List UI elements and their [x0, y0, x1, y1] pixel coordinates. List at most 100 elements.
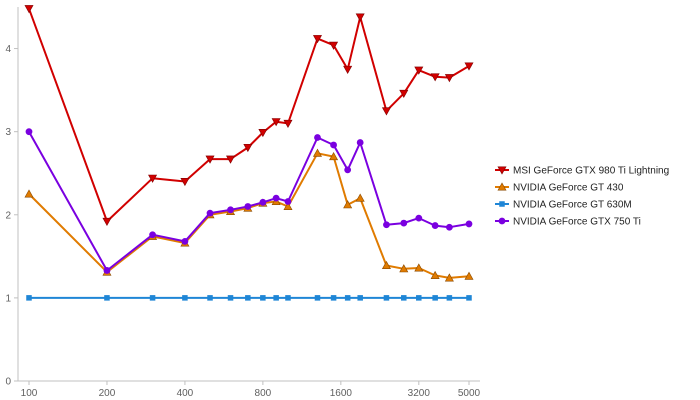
- data-point: [430, 73, 440, 82]
- data-point: [285, 295, 291, 301]
- data-point: [283, 201, 293, 210]
- legend-item-0: MSI GeForce GTX 980 Ti Lightning: [495, 166, 669, 177]
- data-point: [431, 222, 439, 229]
- legend-item-3: NVIDIA GeForce GTX 750 Ti: [495, 217, 641, 228]
- series-2: [26, 295, 472, 301]
- data-point: [181, 237, 189, 245]
- data-point: [414, 263, 424, 272]
- data-point: [25, 128, 33, 136]
- data-point: [273, 295, 279, 301]
- data-point: [103, 267, 111, 274]
- series-3: [25, 128, 473, 274]
- x-tick-label: 1600: [330, 388, 353, 399]
- data-point: [244, 203, 252, 210]
- data-point: [497, 182, 507, 191]
- data-point: [497, 166, 507, 175]
- x-tick-label: 5000: [458, 388, 481, 399]
- data-point: [206, 209, 214, 217]
- legend-item-2: NVIDIA GeForce GT 630M: [495, 200, 632, 211]
- data-point: [357, 295, 363, 301]
- y-tick-label: 4: [5, 44, 11, 55]
- data-point: [498, 217, 506, 225]
- data-point: [24, 5, 34, 14]
- series-layer: [24, 5, 474, 301]
- data-point: [446, 295, 453, 301]
- data-point: [227, 206, 234, 214]
- data-point: [180, 178, 190, 187]
- data-point: [272, 194, 280, 202]
- data-point: [464, 62, 474, 71]
- legend-label: NVIDIA GeForce GTX 750 Ti: [513, 217, 641, 228]
- data-point: [383, 295, 390, 301]
- legend-item-1: NVIDIA GeForce GT 430: [495, 182, 624, 194]
- data-point: [148, 174, 158, 183]
- data-point: [243, 143, 253, 153]
- data-point: [314, 134, 321, 141]
- y-tick-label: 2: [5, 210, 11, 221]
- axes: 0 1 2 3 4 100 200 400 800 1600 3200 5000: [5, 7, 481, 399]
- data-point: [432, 295, 438, 301]
- data-point: [26, 295, 32, 301]
- data-point: [207, 295, 213, 301]
- data-point: [381, 260, 391, 269]
- data-point: [383, 221, 390, 229]
- data-point: [314, 295, 321, 301]
- series-0: [24, 5, 474, 227]
- data-point: [499, 201, 505, 207]
- x-tick-label: 200: [99, 388, 116, 399]
- x-tick-label: 3200: [408, 388, 431, 399]
- data-point: [355, 193, 365, 202]
- data-point: [416, 295, 422, 301]
- legend-label: NVIDIA GeForce GT 430: [513, 183, 624, 194]
- data-point: [400, 219, 408, 227]
- data-point: [399, 89, 409, 99]
- x-tick-label: 100: [21, 388, 38, 399]
- legend-label: NVIDIA GeForce GT 630M: [513, 200, 632, 211]
- y-tick-label: 3: [5, 127, 11, 138]
- series-1: [24, 148, 474, 282]
- data-point: [343, 65, 353, 74]
- data-point: [227, 295, 234, 301]
- data-point: [343, 200, 353, 209]
- data-point: [414, 66, 424, 75]
- data-point: [444, 74, 454, 83]
- data-point: [149, 295, 156, 301]
- data-point: [226, 155, 236, 164]
- series-line: [28, 8, 470, 223]
- data-point: [329, 41, 339, 50]
- data-point: [466, 295, 472, 301]
- data-point: [330, 141, 337, 149]
- data-point: [445, 223, 453, 231]
- data-point: [430, 270, 440, 279]
- x-tick-label: 800: [255, 388, 272, 399]
- data-point: [464, 271, 474, 280]
- data-point: [24, 189, 34, 198]
- data-point: [330, 295, 337, 301]
- data-point: [271, 118, 281, 127]
- data-point: [104, 295, 110, 301]
- data-point: [259, 198, 267, 206]
- data-point: [258, 128, 268, 138]
- data-point: [329, 151, 339, 161]
- data-point: [312, 35, 322, 44]
- data-point: [182, 295, 188, 301]
- series-line: [28, 131, 470, 272]
- series-line: [28, 152, 470, 279]
- data-point: [444, 273, 454, 282]
- data-point: [149, 231, 156, 239]
- y-tick-label: 1: [5, 293, 11, 304]
- data-point: [260, 295, 266, 301]
- data-point: [284, 198, 292, 205]
- legend: MSI GeForce GTX 980 Ti Lightning NVIDIA G…: [495, 166, 669, 228]
- data-point: [102, 217, 112, 227]
- data-point: [245, 295, 251, 301]
- legend-label: MSI GeForce GTX 980 Ti Lightning: [513, 166, 669, 177]
- data-point: [283, 119, 293, 128]
- data-point: [401, 295, 407, 301]
- x-tick-label: 400: [177, 388, 194, 399]
- data-point: [355, 13, 365, 22]
- data-point: [344, 166, 352, 174]
- data-point: [356, 139, 364, 146]
